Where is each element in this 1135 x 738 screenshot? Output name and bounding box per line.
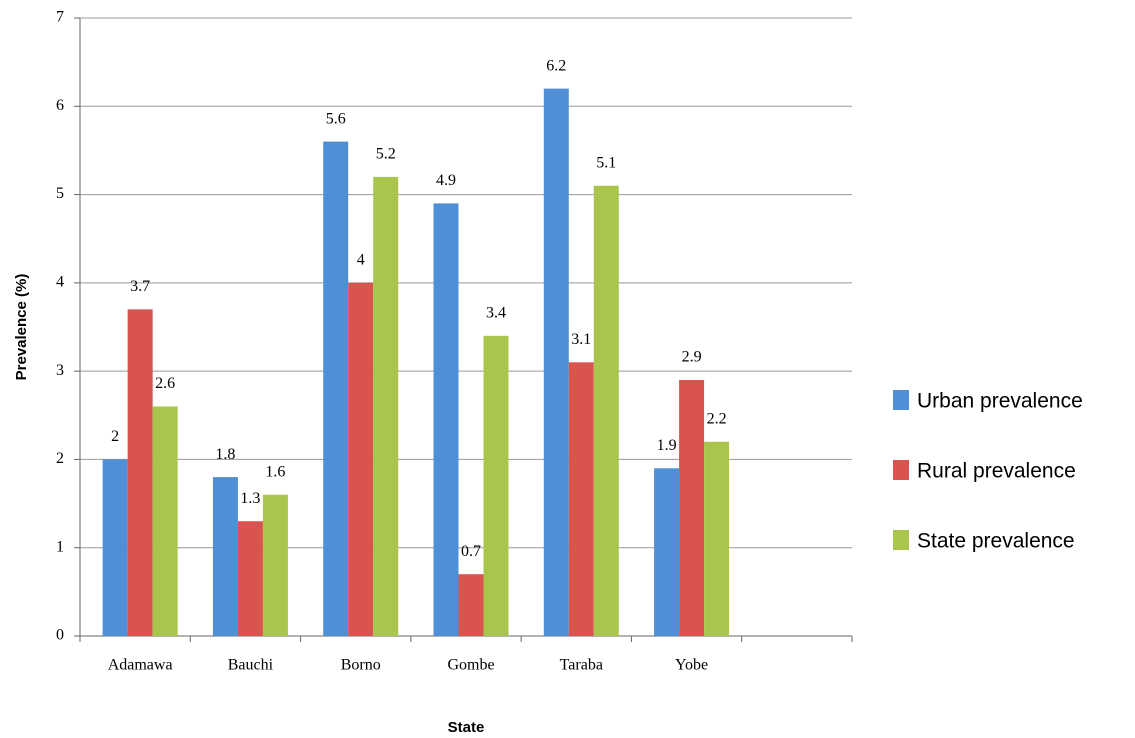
bar	[237, 521, 263, 636]
value-label: 2	[111, 428, 119, 445]
value-label: 0.7	[461, 543, 481, 560]
x-tick-label: Gombe	[447, 657, 494, 674]
bar	[152, 406, 178, 636]
value-label: 2.9	[682, 349, 702, 366]
bar	[483, 335, 509, 636]
y-tick-label: 6	[56, 97, 64, 114]
bar	[679, 379, 705, 636]
legend-swatch	[893, 460, 909, 480]
y-tick-label: 7	[56, 9, 64, 26]
legend-label: Rural prevalence	[917, 460, 1076, 483]
x-tick-label: Bauchi	[228, 657, 274, 674]
bar	[102, 459, 128, 636]
x-tick-label: Adamawa	[108, 657, 173, 674]
value-label: 5.2	[376, 146, 396, 163]
bar	[433, 203, 459, 636]
bar	[323, 141, 349, 636]
value-label: 1.9	[657, 437, 677, 454]
bar	[458, 574, 484, 636]
x-axis-title: State	[448, 719, 485, 736]
x-tick-label: Borno	[341, 657, 381, 674]
value-label: 5.1	[596, 154, 616, 171]
legend-swatch	[893, 390, 909, 410]
value-label: 1.6	[265, 463, 285, 480]
value-label: 3.1	[571, 331, 591, 348]
bar	[568, 362, 594, 636]
legend-label: Urban prevalence	[917, 390, 1083, 413]
y-tick-label: 3	[56, 362, 64, 379]
value-label: 6.2	[546, 57, 566, 74]
bar	[348, 282, 374, 636]
legend-label: State prevalence	[917, 530, 1075, 553]
value-label: 1.3	[240, 490, 260, 507]
bar	[212, 477, 238, 636]
y-tick-label: 5	[56, 185, 64, 202]
bar	[654, 468, 680, 636]
bar	[373, 176, 399, 636]
y-tick-label: 0	[56, 627, 64, 644]
legend-swatch	[893, 530, 909, 550]
y-tick-label: 4	[56, 274, 64, 291]
value-label: 3.4	[486, 305, 506, 322]
bar	[127, 309, 153, 636]
bar	[262, 494, 288, 636]
bar	[543, 88, 569, 637]
value-label: 1.8	[215, 446, 235, 463]
x-tick-label: Taraba	[560, 657, 603, 674]
y-tick-label: 2	[56, 450, 64, 467]
value-label: 3.7	[130, 278, 150, 295]
y-axis-title: Prevalence (%)	[13, 274, 30, 381]
value-label: 2.6	[155, 375, 175, 392]
value-label: 5.6	[326, 110, 346, 127]
bar	[593, 185, 619, 636]
value-label: 2.2	[707, 410, 727, 427]
value-label: 4.9	[436, 172, 456, 189]
value-label: 4	[357, 252, 365, 269]
bar	[704, 441, 730, 636]
y-tick-label: 1	[56, 538, 64, 555]
x-tick-label: Yobe	[675, 657, 708, 674]
